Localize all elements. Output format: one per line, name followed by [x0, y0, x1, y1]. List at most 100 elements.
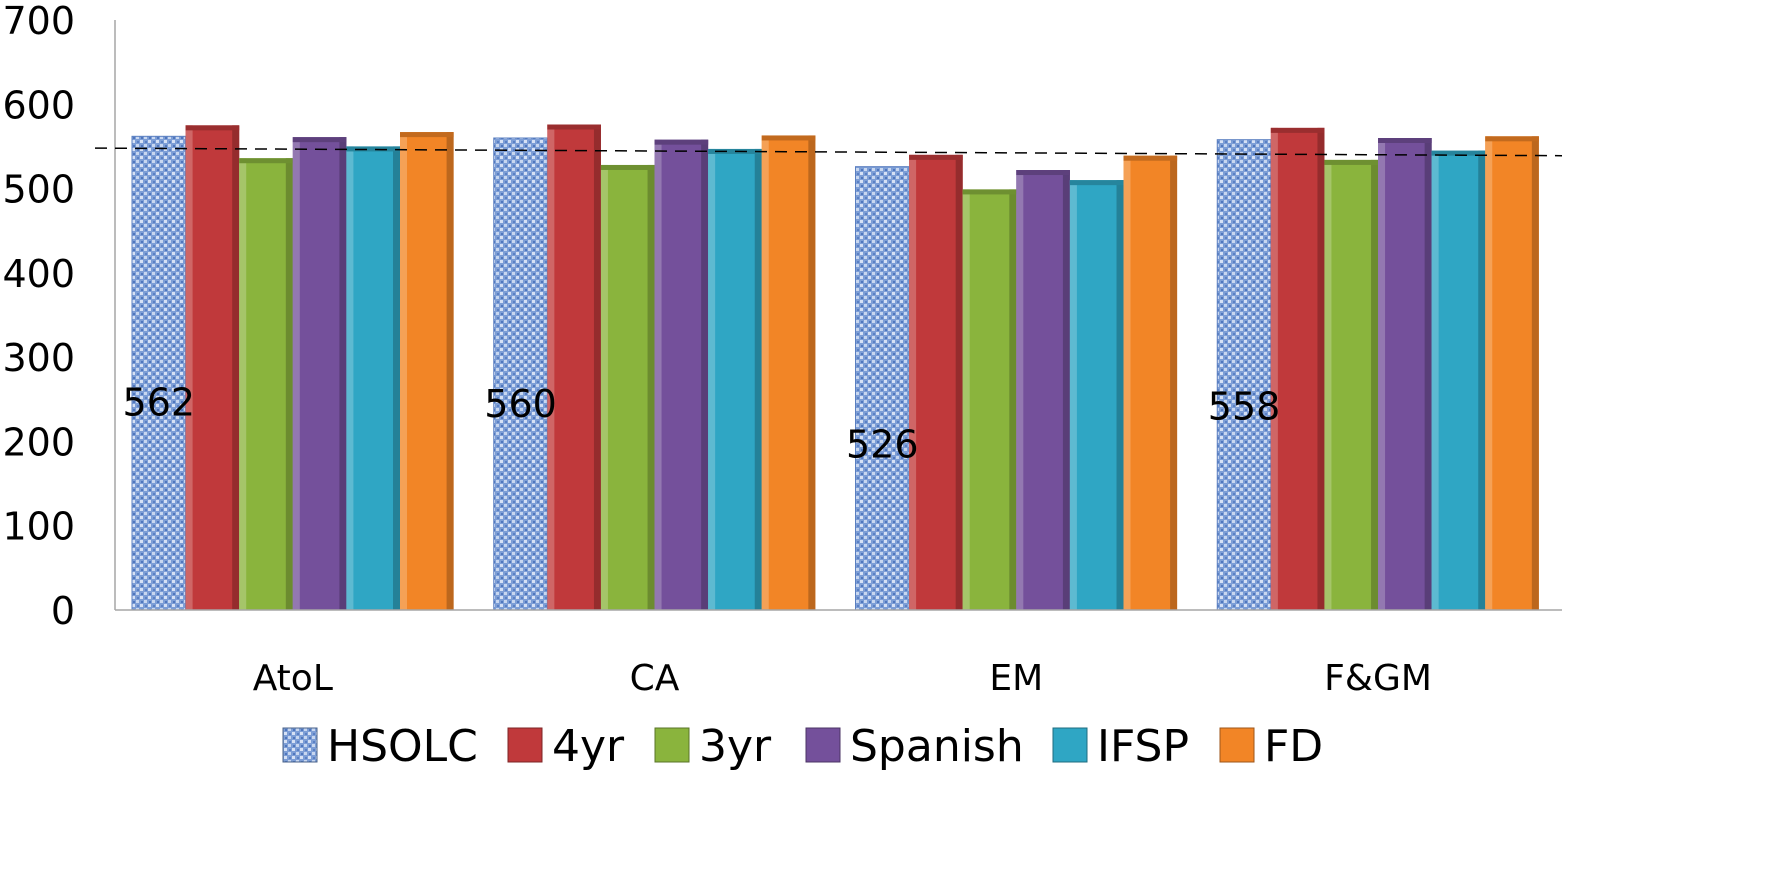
bar: [185, 125, 240, 610]
bar-bevel-top: [1069, 180, 1124, 186]
bar-bevel-right: [232, 125, 240, 610]
bar-body: [708, 148, 762, 610]
legend-label: IFSP: [1097, 721, 1189, 772]
bar: [1069, 180, 1124, 610]
data-label: 562: [123, 381, 196, 425]
bar-bevel-right: [593, 124, 601, 610]
bar-bevel-right: [955, 154, 963, 610]
bar-body: [1217, 139, 1271, 610]
data-labels-layer: 562 560 526 558: [123, 381, 1281, 467]
bar-body: [292, 137, 347, 610]
bar-body: [909, 154, 963, 610]
bar-bevel-left: [962, 189, 970, 610]
bar: [855, 166, 910, 611]
bar-bevel-right: [1009, 189, 1017, 610]
bar-body: [962, 189, 1017, 610]
bar-bevel-top: [185, 125, 240, 131]
bar-body: [855, 166, 910, 610]
bar-body: [400, 132, 454, 610]
bar-bevel-left: [1485, 136, 1493, 611]
bar-body: [239, 158, 293, 610]
bar-bevel-right: [1478, 150, 1486, 610]
bar-bevel-top: [1016, 170, 1070, 176]
bar-bevel-top: [1324, 159, 1379, 165]
bar-bevel-left: [1016, 170, 1024, 610]
bar-bevel-top: [292, 137, 347, 143]
bar-body: [600, 164, 655, 610]
bar-bevel-top: [1270, 127, 1325, 133]
legend-swatch: [654, 727, 690, 763]
bar: [1378, 138, 1432, 610]
bar-bevel-right: [1531, 136, 1539, 611]
bar-bevel-top: [1485, 136, 1539, 142]
bar-bevel-right: [1116, 180, 1124, 610]
bar-body: [547, 124, 601, 610]
bar-body: [1069, 180, 1124, 610]
bar: [1324, 159, 1379, 610]
bar-bevel-right: [647, 164, 655, 610]
reference-line: [94, 147, 1563, 157]
bar-bevel-top: [400, 132, 454, 138]
bar-bevel-left: [185, 125, 193, 610]
bar-bevel-left: [761, 135, 769, 610]
bar: [493, 137, 548, 611]
bar-body: [654, 139, 709, 610]
legend-swatch: [805, 727, 841, 763]
legend-label: FD: [1264, 721, 1323, 772]
bar-bevel-left: [346, 146, 354, 610]
bar: [547, 124, 601, 610]
bars-layer: [131, 124, 1539, 611]
y-tick-label: 400: [2, 252, 75, 296]
bar-bevel-right: [1317, 127, 1325, 610]
bar: [1016, 170, 1070, 610]
bar-body: [1270, 127, 1325, 610]
bar-bevel-left: [1324, 159, 1332, 610]
bar-bevel-left: [1069, 180, 1077, 610]
bar-bevel-right: [1424, 138, 1432, 610]
bar: [600, 164, 655, 610]
bar-bevel-right: [701, 139, 709, 610]
y-tick-label: 500: [2, 168, 75, 212]
x-category-label: F&GM: [1324, 658, 1432, 699]
bar-bevel-top: [1378, 138, 1432, 143]
bar: [1431, 150, 1486, 610]
bar-body: [1378, 138, 1432, 610]
y-tick-label: 0: [51, 589, 75, 633]
bar-body: [1016, 170, 1070, 610]
bar: [346, 146, 400, 610]
y-tick-label: 600: [2, 83, 75, 127]
legend-item: HSOLC: [282, 721, 478, 772]
data-label: 526: [846, 423, 919, 467]
bar: [131, 135, 187, 611]
y-tick-label: 200: [2, 420, 75, 464]
bar-bevel-left: [600, 164, 608, 610]
bar-body: [1485, 136, 1539, 611]
legend-label: Spanish: [850, 721, 1024, 772]
bar-bevel-top: [239, 158, 293, 164]
bar: [1270, 127, 1325, 610]
bar-bevel-left: [909, 154, 917, 610]
bar-bevel-left: [547, 124, 555, 610]
bar: [654, 139, 709, 610]
y-tick-label: 700: [2, 0, 75, 43]
bar-bevel-left: [1431, 150, 1439, 610]
y-tick-label: 100: [2, 505, 75, 549]
bar-bevel-top: [1431, 150, 1486, 156]
bar-bevel-left: [292, 137, 300, 610]
bar-bevel-left: [708, 148, 716, 610]
bar: [239, 158, 293, 610]
bar: [909, 154, 963, 610]
bar-bevel-top: [654, 139, 709, 145]
x-category-label: EM: [989, 658, 1043, 699]
bar: [761, 135, 816, 610]
bar-body: [346, 146, 400, 610]
bar-body: [493, 138, 548, 610]
bar-bevel-top: [600, 164, 655, 170]
reference-line-layer: [94, 147, 1563, 157]
legend-swatch: [507, 727, 543, 763]
bar: [1216, 139, 1272, 611]
bar-bevel-left: [1378, 138, 1386, 610]
legend-swatch: [1052, 727, 1088, 763]
bar-bevel-right: [339, 137, 347, 610]
